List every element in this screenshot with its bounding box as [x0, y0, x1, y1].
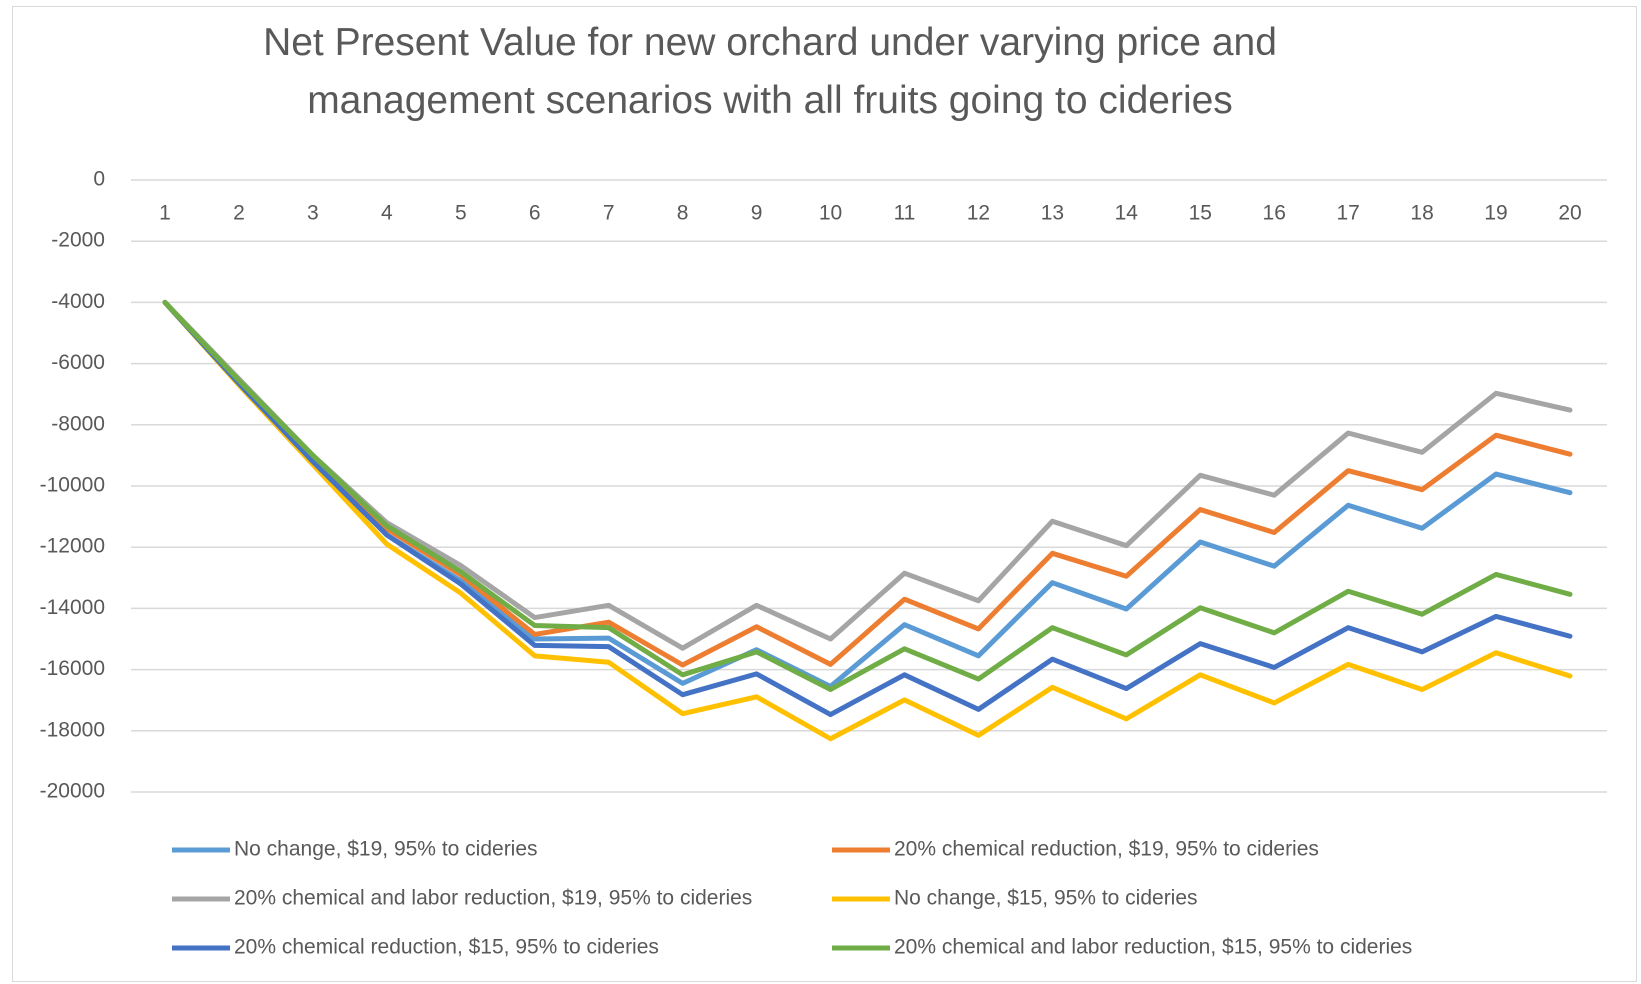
y-tick-label: -16000: [40, 657, 105, 680]
x-tick-label: 11: [894, 202, 916, 225]
legend-label: 20% chemical reduction, $15, 95% to cide…: [234, 936, 659, 959]
x-tick-label: 19: [1484, 202, 1507, 225]
x-tick-label: 8: [677, 202, 689, 225]
series-line: [162, 299, 1573, 742]
legend-label: 20% chemical and labor reduction, $15, 9…: [894, 936, 1412, 959]
legend-label: 20% chemical reduction, $19, 95% to cide…: [894, 838, 1319, 861]
x-tick-label: 14: [1115, 202, 1139, 225]
x-tick-label: 20: [1558, 202, 1581, 225]
chart-title: Net Present Value for new orchard under …: [263, 21, 1277, 122]
x-tick-label: 15: [1189, 202, 1212, 225]
y-tick-label: -20000: [40, 780, 105, 803]
legend-label: 20% chemical and labor reduction, $19, 9…: [234, 887, 752, 910]
x-tick-label: 6: [529, 202, 541, 225]
series-line: [162, 299, 1573, 668]
y-tick-label: -2000: [51, 229, 105, 252]
legend-label: No change, $19, 95% to cideries: [234, 838, 538, 861]
y-tick-label: -4000: [51, 290, 105, 313]
x-tick-label: 1: [159, 202, 171, 225]
x-tick-label: 10: [819, 202, 842, 225]
legend-label: No change, $15, 95% to cideries: [894, 887, 1198, 910]
chart-frame: [12, 6, 1637, 982]
series-line: [162, 299, 1573, 692]
x-tick-label: 16: [1263, 202, 1286, 225]
x-tick-label: 2: [233, 202, 245, 225]
y-tick-label: -18000: [40, 718, 105, 741]
x-tick-label: 3: [307, 202, 319, 225]
y-tick-label: -8000: [51, 412, 105, 435]
x-tick-label: 17: [1336, 202, 1359, 225]
y-tick-label: -12000: [40, 535, 105, 558]
y-tick-label: -14000: [40, 596, 105, 619]
x-tick-label: 12: [967, 202, 990, 225]
x-tick-label: 9: [751, 202, 763, 225]
x-tick-label: 13: [1041, 202, 1064, 225]
series-line: [162, 299, 1573, 718]
series-line: [162, 299, 1573, 651]
x-tick-label: 18: [1410, 202, 1433, 225]
x-tick-label: 5: [455, 202, 467, 225]
x-tick-label: 4: [381, 202, 393, 225]
y-tick-label: -10000: [40, 474, 105, 497]
y-tick-label: 0: [93, 168, 105, 191]
y-tick-label: -6000: [51, 351, 105, 374]
x-tick-label: 7: [603, 202, 615, 225]
